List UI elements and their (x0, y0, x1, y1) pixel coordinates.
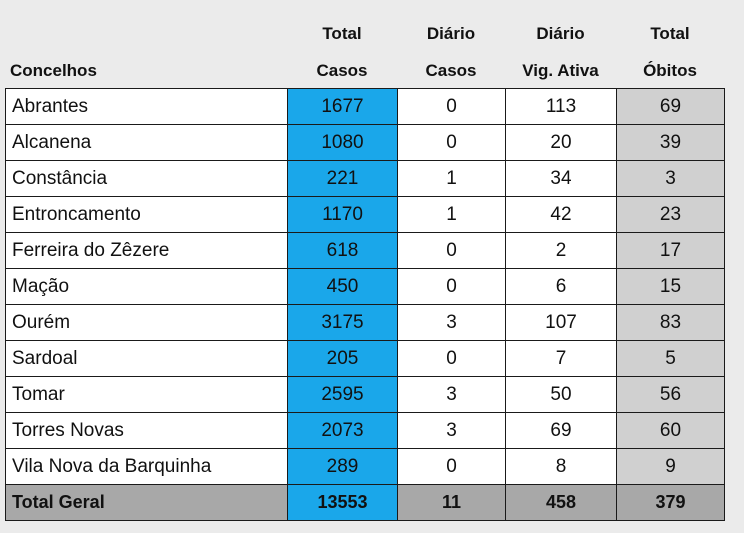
header-total-obitos-line2: Óbitos (643, 61, 697, 80)
cell-casos: 1677 (287, 88, 398, 125)
cell-obitos: 23 (616, 196, 725, 233)
cell-vig: 8 (505, 448, 617, 485)
cell-obitos: 56 (616, 376, 725, 413)
cell-casos: 450 (287, 268, 398, 305)
cell-vig: 113 (505, 88, 617, 125)
cell-name: Sardoal (5, 340, 288, 377)
cell-casos: 618 (287, 232, 398, 269)
header-concelhos: Concelhos (10, 61, 97, 80)
cell-casos: 205 (287, 340, 398, 377)
cell-diario: 0 (397, 232, 506, 269)
cell-vig: 2 (505, 232, 617, 269)
cell-diario: 1 (397, 196, 506, 233)
cell-diario: 3 (397, 376, 506, 413)
cell-diario: 0 (397, 124, 506, 161)
cell-casos: 2073 (287, 412, 398, 449)
table-row: Alcanena 1080 0 20 39 (5, 124, 725, 161)
table-row: Tomar 2595 3 50 56 (5, 376, 725, 413)
cell-casos: 1170 (287, 196, 398, 233)
table-row: Torres Novas 2073 3 69 60 (5, 412, 725, 449)
cell-vig: 42 (505, 196, 617, 233)
cell-obitos: 15 (616, 268, 725, 305)
header-diario-vig-line2: Vig. Ativa (522, 61, 599, 80)
cell-diario: 0 (397, 448, 506, 485)
cell-obitos: 3 (616, 160, 725, 197)
table-row: Ferreira do Zêzere 618 0 2 17 (5, 232, 725, 269)
cell-name: Ourém (5, 304, 288, 341)
table-header: Concelhos Total Casos Diário Casos Diári… (0, 0, 744, 88)
table-row: Entroncamento 1170 1 42 23 (5, 196, 725, 233)
header-total-casos-line2: Casos (316, 61, 368, 80)
table-row: Constância 221 1 34 3 (5, 160, 725, 197)
cell-obitos: 39 (616, 124, 725, 161)
header-total-obitos-line1: Total (650, 24, 690, 43)
table-body: Abrantes 1677 0 113 69 Alcanena 1080 0 20 39 Const… (5, 88, 725, 521)
cell-vig: 7 (505, 340, 617, 377)
total-row: Total Geral 13553 11 458 379 (5, 484, 725, 521)
cell-obitos: 17 (616, 232, 725, 269)
total-cell-name: Total Geral (5, 484, 288, 521)
cell-name: Entroncamento (5, 196, 288, 233)
cell-vig: 34 (505, 160, 617, 197)
header-total-casos-line1: Total (322, 24, 362, 43)
total-cell-vig: 458 (505, 484, 617, 521)
cell-name: Torres Novas (5, 412, 288, 449)
cell-obitos: 83 (616, 304, 725, 341)
cell-casos: 2595 (287, 376, 398, 413)
cell-obitos: 69 (616, 88, 725, 125)
cell-obitos: 5 (616, 340, 725, 377)
cell-obitos: 60 (616, 412, 725, 449)
cell-casos: 221 (287, 160, 398, 197)
header-diario-vig-line1: Diário (536, 24, 585, 43)
cell-casos: 1080 (287, 124, 398, 161)
total-cell-diario: 11 (397, 484, 506, 521)
cell-diario: 1 (397, 160, 506, 197)
table-row: Vila Nova da Barquinha 289 0 8 9 (5, 448, 725, 485)
cell-diario: 0 (397, 268, 506, 305)
cell-name: Vila Nova da Barquinha (5, 448, 288, 485)
cell-vig: 69 (505, 412, 617, 449)
table-row: Sardoal 205 0 7 5 (5, 340, 725, 377)
cell-vig: 107 (505, 304, 617, 341)
cell-diario: 3 (397, 412, 506, 449)
cell-name: Mação (5, 268, 288, 305)
table-row: Ourém 3175 3 107 83 (5, 304, 725, 341)
cell-vig: 20 (505, 124, 617, 161)
total-cell-obitos: 379 (616, 484, 725, 521)
cell-diario: 0 (397, 340, 506, 377)
header-diario-casos-line2: Casos (425, 61, 477, 80)
cell-casos: 3175 (287, 304, 398, 341)
header-diario-casos-line1: Diário (426, 24, 476, 43)
concelhos-table: Abrantes 1677 0 113 69 Alcanena 1080 0 20 39 Const… (5, 88, 725, 521)
cell-name: Tomar (5, 376, 288, 413)
cell-diario: 0 (397, 88, 506, 125)
cell-obitos: 9 (616, 448, 725, 485)
cell-vig: 6 (505, 268, 617, 305)
cell-name: Ferreira do Zêzere (5, 232, 288, 269)
cell-name: Alcanena (5, 124, 288, 161)
cell-vig: 50 (505, 376, 617, 413)
table-row: Mação 450 0 6 15 (5, 268, 725, 305)
cell-diario: 3 (397, 304, 506, 341)
total-cell-casos: 13553 (287, 484, 398, 521)
cell-name: Constância (5, 160, 288, 197)
cell-name: Abrantes (5, 88, 288, 125)
table-row: Abrantes 1677 0 113 69 (5, 88, 725, 125)
cell-casos: 289 (287, 448, 398, 485)
